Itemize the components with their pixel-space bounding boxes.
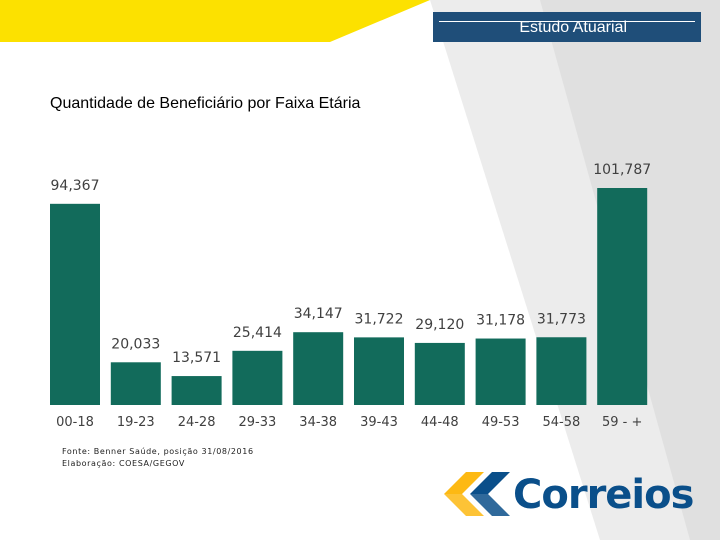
bar-39-43 bbox=[354, 337, 404, 405]
bar-54-58 bbox=[536, 337, 587, 405]
header-divider bbox=[439, 21, 695, 22]
x-tick-label: 39-43 bbox=[360, 415, 398, 430]
correios-logo-text: Correios bbox=[513, 472, 694, 518]
x-tick-label: 44-48 bbox=[421, 415, 459, 430]
x-tick-label: 59 - + bbox=[602, 415, 642, 430]
x-tick-label: 00-18 bbox=[56, 415, 94, 430]
correios-logo-icon bbox=[444, 472, 510, 516]
data-label: 31,178 bbox=[476, 313, 525, 329]
bar-24-28 bbox=[171, 376, 222, 405]
bar-59 - + bbox=[597, 188, 648, 405]
x-tick-label: 29-33 bbox=[239, 415, 277, 430]
data-label: 101,787 bbox=[593, 162, 651, 178]
data-label: 31,773 bbox=[537, 311, 586, 327]
chart-source-note: Fonte: Benner Saúde, posição 31/08/2016 … bbox=[62, 446, 254, 470]
bar-00-18 bbox=[50, 203, 100, 405]
x-tick-label: 34-38 bbox=[299, 415, 337, 430]
data-label: 29,120 bbox=[415, 317, 464, 333]
data-label: 20,033 bbox=[111, 336, 160, 352]
x-tick-label: 19-23 bbox=[117, 415, 155, 430]
bar-34-38 bbox=[293, 332, 344, 405]
header-badge-label: Estudo Atuarial bbox=[519, 19, 627, 36]
data-label: 31,722 bbox=[355, 311, 404, 327]
bar-44-48 bbox=[414, 342, 465, 405]
header-badge: Estudo Atuarial bbox=[433, 12, 701, 42]
source-line: Fonte: Benner Saúde, posição 31/08/2016 bbox=[62, 447, 254, 456]
bar-49-53 bbox=[475, 338, 526, 405]
prepared-by-line: Elaboração: COESA/GEGOV bbox=[62, 459, 185, 468]
x-tick-label: 49-53 bbox=[482, 415, 520, 430]
data-label: 34,147 bbox=[294, 306, 343, 322]
x-tick-label: 24-28 bbox=[178, 415, 216, 430]
x-tick-label: 54-58 bbox=[543, 415, 581, 430]
yellow-corner-shape bbox=[0, 0, 430, 42]
data-label: 13,571 bbox=[172, 350, 221, 366]
bar-29-33 bbox=[232, 350, 283, 405]
data-label: 94,367 bbox=[51, 178, 100, 194]
data-label: 25,414 bbox=[233, 325, 282, 341]
bar-19-23 bbox=[110, 362, 161, 405]
slide-title: Quantidade de Beneficiário por Faixa Etá… bbox=[50, 95, 361, 112]
